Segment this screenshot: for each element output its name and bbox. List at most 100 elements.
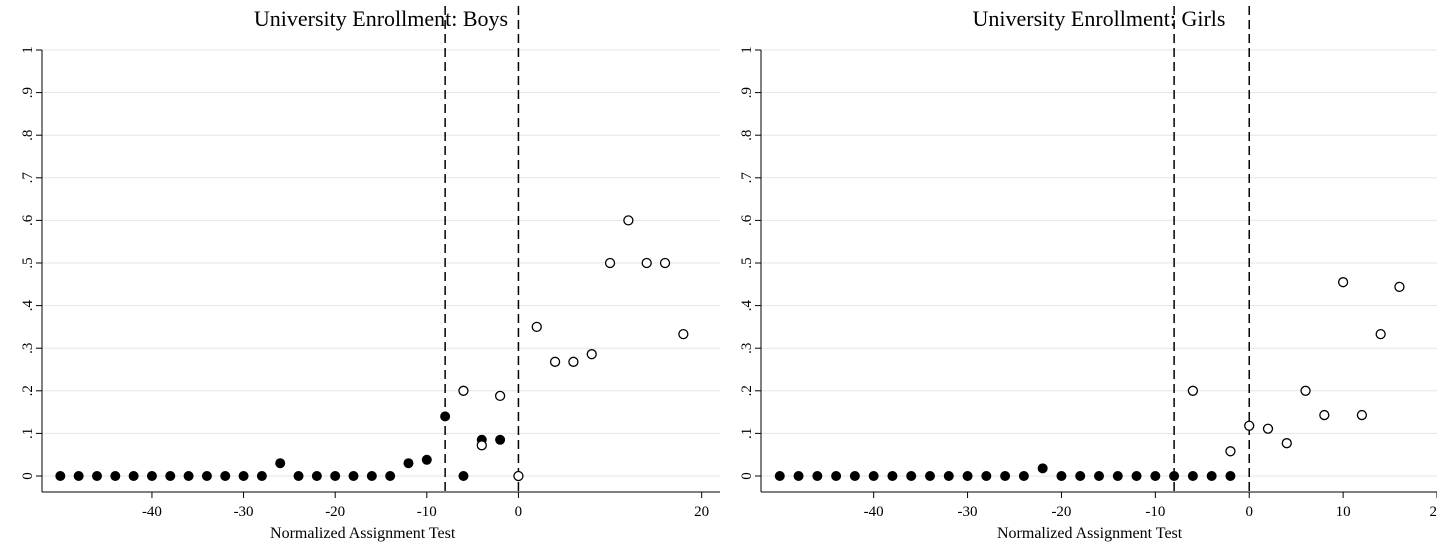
data-point-filled xyxy=(73,471,84,481)
x-axis-label: Normalized Assignment Test xyxy=(270,525,456,542)
x-tick-label: -20 xyxy=(325,504,345,520)
data-point-filled xyxy=(1112,471,1123,481)
data-point-filled xyxy=(146,471,157,481)
data-point-hollow xyxy=(678,328,689,340)
data-point-filled xyxy=(403,458,414,469)
data-point-hollow xyxy=(1225,446,1236,457)
data-point-hollow xyxy=(586,349,597,360)
data-point-hollow xyxy=(549,356,561,367)
data-point-filled xyxy=(275,458,286,469)
y-tick-label: .2 xyxy=(739,385,755,396)
y-tick-label: .3 xyxy=(20,343,36,354)
data-point-hollow xyxy=(1356,409,1368,421)
y-tick-label: .4 xyxy=(20,299,36,311)
data-point-filled xyxy=(774,471,785,481)
data-point-hollow xyxy=(1244,420,1255,431)
data-point-filled xyxy=(925,471,935,481)
data-point-filled xyxy=(1150,471,1161,481)
data-point-filled xyxy=(812,471,823,481)
data-point-hollow xyxy=(641,257,652,269)
y-tick-label: .3 xyxy=(739,343,755,354)
data-point-filled xyxy=(1018,471,1029,481)
data-point-hollow xyxy=(568,356,579,367)
y-tick-label: 0 xyxy=(20,472,36,480)
x-tick-label: -40 xyxy=(142,504,162,520)
x-tick-label: 20 xyxy=(694,504,709,520)
data-point-hollow xyxy=(1394,281,1405,293)
data-point-filled xyxy=(1037,463,1048,474)
data-point-hollow xyxy=(1300,385,1311,396)
data-point-filled xyxy=(366,471,377,481)
x-tick-label: 0 xyxy=(1245,504,1253,520)
data-point-filled xyxy=(201,471,212,481)
panel-girls: University Enrollment: Girls Normalized … xyxy=(739,6,1437,542)
data-point-filled xyxy=(220,471,231,481)
data-point-filled xyxy=(330,471,341,481)
data-point-filled xyxy=(183,471,194,481)
x-tick-label: 20 xyxy=(1430,504,1437,520)
data-point-filled xyxy=(831,471,842,481)
x-tick-label: -30 xyxy=(234,504,254,520)
data-point-filled xyxy=(128,471,139,481)
y-tick-label: .5 xyxy=(20,257,36,268)
chart-title: University Enrollment: Boys xyxy=(254,6,508,31)
data-point-hollow xyxy=(659,257,671,269)
y-tick-label: .6 xyxy=(20,214,36,226)
x-tick-label: -10 xyxy=(1145,504,1165,520)
data-point-hollow xyxy=(494,390,506,402)
data-point-hollow xyxy=(604,257,616,269)
data-point-hollow xyxy=(623,215,634,226)
data-point-filled xyxy=(165,471,176,481)
data-point-filled xyxy=(868,471,879,481)
x-axis-label: Normalized Assignment Test xyxy=(997,525,1183,542)
y-tick-label: .9 xyxy=(739,87,755,98)
data-point-filled xyxy=(385,471,396,481)
x-tick-label: 10 xyxy=(1336,504,1351,520)
data-point-filled xyxy=(1131,471,1142,481)
data-point-hollow xyxy=(1187,385,1199,396)
y-tick-label: 1 xyxy=(20,46,36,54)
data-point-filled xyxy=(238,471,249,481)
x-tick-label: -20 xyxy=(1051,504,1071,520)
y-tick-label: .7 xyxy=(20,172,36,184)
data-point-filled xyxy=(1000,471,1011,481)
y-tick-label: .1 xyxy=(20,428,36,439)
data-point-filled xyxy=(1225,471,1236,481)
data-point-filled xyxy=(1187,471,1198,481)
data-point-hollow xyxy=(1337,277,1349,288)
data-point-filled xyxy=(440,411,451,422)
data-point-hollow xyxy=(1375,328,1386,340)
x-tick-label: -30 xyxy=(958,504,978,520)
data-point-filled xyxy=(91,471,102,481)
data-point-hollow xyxy=(1281,438,1292,449)
data-point-filled xyxy=(981,471,992,481)
data-point-filled xyxy=(1056,471,1067,481)
y-tick-label: 0 xyxy=(739,472,755,480)
data-point-hollow xyxy=(1319,409,1330,421)
data-point-filled xyxy=(943,471,954,481)
x-tick-label: -10 xyxy=(417,504,437,520)
data-point-filled xyxy=(458,471,469,481)
data-point-filled xyxy=(906,471,917,481)
y-tick-label: .9 xyxy=(20,87,36,98)
y-tick-label: .8 xyxy=(20,130,36,141)
data-point-filled xyxy=(293,471,304,481)
y-tick-label: .5 xyxy=(739,257,755,268)
data-point-filled xyxy=(1094,471,1104,481)
y-tick-label: .4 xyxy=(739,299,755,311)
data-point-hollow xyxy=(476,440,487,451)
panel-boys: University Enrollment: Boys Normalized A… xyxy=(20,6,720,542)
data-point-filled xyxy=(887,471,898,481)
data-point-hollow xyxy=(458,385,469,396)
data-point-filled xyxy=(421,454,432,465)
data-point-filled xyxy=(348,471,359,481)
data-point-filled xyxy=(793,471,804,481)
data-point-filled xyxy=(256,471,267,481)
y-tick-label: .2 xyxy=(20,385,36,396)
data-point-filled xyxy=(55,471,66,481)
x-tick-label: 0 xyxy=(515,504,523,520)
data-point-filled xyxy=(1169,471,1180,481)
data-point-filled xyxy=(1075,471,1086,481)
data-point-filled xyxy=(110,471,121,481)
